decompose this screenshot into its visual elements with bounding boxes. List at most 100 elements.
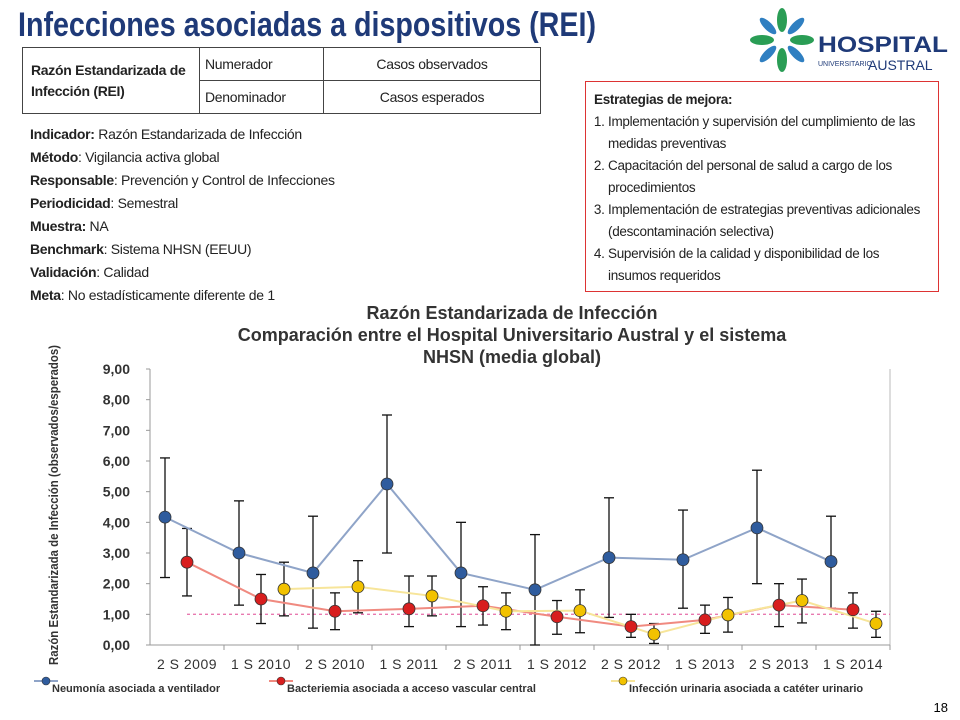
page-number: 18 (934, 700, 948, 715)
chart: Razón Estandarizada de InfecciónComparac… (34, 303, 891, 695)
data-point (351, 580, 365, 594)
data-point (499, 604, 513, 618)
data-point (602, 551, 616, 564)
indicator-text: : Semestral (110, 195, 178, 211)
definition-table: Razón Estandarizada de Infección (REI) N… (22, 47, 541, 114)
y-tick-label: 5,00 (103, 484, 130, 500)
legend-swatch (618, 676, 628, 686)
data-point (750, 521, 764, 535)
chart-title: Comparación entre el Hospital Universita… (238, 325, 788, 345)
y-axis-label: Razón Estandarizada de Infección (observ… (47, 345, 61, 665)
indicator: Periodicidad: Semestral (30, 192, 335, 215)
table-cell: Denominador (199, 80, 324, 114)
indicator-text: : Prevención y Control de Infecciones (113, 172, 335, 188)
y-tick-label: 7,00 (103, 422, 130, 438)
legend-label: Infección urinaria asociada a catéter ur… (629, 683, 863, 695)
indicator: Benchmark: Sistema NHSN (EEUU) (30, 238, 335, 261)
legend-swatch (41, 676, 51, 686)
x-tick-label: 2 S 2011 (453, 656, 512, 672)
indicator-text: : Calidad (96, 264, 149, 280)
logo-name: HOSPITAL (818, 32, 948, 57)
chart-title: Razón Estandarizada de Infección (366, 303, 657, 323)
data-point (232, 546, 246, 560)
indicator-label: Periodicidad (30, 195, 111, 211)
x-tick-label: 2 S 2013 (749, 656, 809, 672)
y-tick-label: 0,00 (103, 637, 130, 653)
data-point (624, 620, 638, 633)
data-point (869, 617, 883, 630)
y-tick-label: 1,00 (103, 606, 130, 622)
data-point (425, 589, 439, 603)
data-point (254, 592, 268, 606)
logo-flower (750, 8, 814, 72)
indicator-label: Meta (30, 287, 61, 303)
table-cell: Casos observados (323, 47, 541, 81)
data-point (795, 594, 809, 607)
strategy: Implementación y supervisión del cumplim… (608, 111, 926, 155)
indicator-text: : Vigilancia activa global (77, 149, 220, 165)
slide-title: Infecciones asociadas a dispositivos (RE… (18, 6, 596, 44)
data-point (721, 608, 735, 622)
data-point (158, 510, 172, 524)
logo-sub: AUSTRAL (868, 57, 933, 73)
indicator-label: Método (30, 149, 78, 165)
indicator: Muestra: NA (30, 215, 335, 238)
table-cell: Numerador (199, 47, 324, 81)
data-point (698, 613, 712, 627)
strategies-box: Estrategias de mejora: Implementación y … (585, 81, 939, 292)
strategy: Capacitación del personal de salud a car… (608, 155, 926, 199)
series-line (164, 482, 832, 591)
indicator: Método: Vigilancia activa global (30, 146, 335, 169)
data-point (528, 583, 542, 597)
indicator-label: Validación (30, 264, 97, 280)
data-point (772, 598, 786, 612)
x-tick-label: 2 S 2010 (305, 656, 365, 672)
chart-title: NHSN (media global) (423, 347, 601, 367)
x-tick-label: 1 S 2010 (231, 656, 291, 672)
y-tick-label: 3,00 (103, 545, 130, 561)
table-cell: Casos esperados (323, 80, 541, 114)
data-point (647, 627, 661, 641)
strategy: Supervisión de la calidad y disponibilid… (608, 243, 926, 287)
x-tick-label: 2 S 2012 (601, 656, 661, 672)
indicator-label: Benchmark (30, 241, 104, 257)
data-point (277, 582, 291, 596)
strategies-title: Estrategias de mejora: (594, 92, 733, 107)
data-point (306, 566, 320, 580)
y-tick-label: 9,00 (103, 361, 130, 377)
y-tick-label: 6,00 (103, 453, 130, 469)
x-tick-label: 1 S 2012 (527, 656, 587, 672)
x-tick-label: 1 S 2011 (379, 656, 438, 672)
legend-label: Neumonía asociada a ventilador (52, 683, 221, 695)
data-point (454, 566, 468, 580)
indicator-text: : Sistema NHSN (EEUU) (103, 241, 252, 257)
data-point (573, 604, 587, 618)
data-point (550, 610, 564, 624)
indicator-label: Responsable (30, 172, 114, 188)
data-point (328, 604, 342, 618)
indicator-text: : No estadísticamente diferente de 1 (60, 287, 275, 303)
logo-sub: UNIVERSITARIO (818, 61, 872, 68)
indicator-label: Muestra: (30, 218, 86, 234)
strategies-list: Implementación y supervisión del cumplim… (588, 111, 926, 287)
strategy: Implementación de estrategias preventiva… (608, 199, 926, 243)
y-tick-label: 2,00 (103, 576, 130, 592)
data-point (846, 603, 860, 617)
x-tick-label: 2 S 2009 (157, 656, 217, 672)
indicator: Responsable: Prevención y Control de Inf… (30, 169, 335, 192)
table-label: Razón Estandarizada de Infección (REI) (22, 47, 200, 114)
indicator-list: Indicador: Razón Estandarizada de Infecc… (30, 123, 335, 307)
legend-swatch (276, 676, 286, 686)
data-point (380, 477, 394, 491)
data-point (824, 555, 838, 568)
indicator-text: NA (85, 218, 109, 234)
data-point (180, 555, 194, 569)
indicator-text: Razón Estandarizada de Infección (94, 126, 302, 142)
indicator: Validación: Calidad (30, 261, 335, 284)
legend-label: Bacteriemia asociada a acceso vascular c… (287, 683, 536, 695)
data-point (476, 599, 490, 613)
y-tick-label: 8,00 (103, 392, 130, 408)
data-point (402, 602, 416, 616)
